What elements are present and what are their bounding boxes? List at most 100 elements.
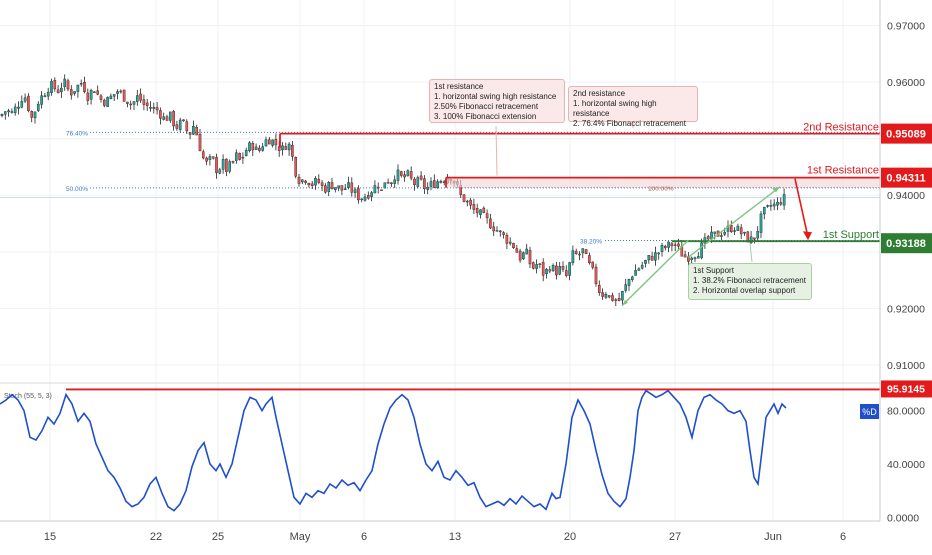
- candle-body: [723, 232, 726, 235]
- candle-body: [168, 111, 172, 121]
- candle-body: [310, 183, 314, 186]
- candle-body: [683, 254, 687, 258]
- candle-body: [541, 262, 545, 276]
- candle-body: [132, 101, 136, 105]
- candle-body: [287, 143, 291, 151]
- candle-body: [733, 230, 736, 232]
- candle-body: [598, 285, 601, 293]
- note-connector: [749, 243, 753, 263]
- candle-body: [201, 151, 205, 159]
- candle-body: [469, 199, 472, 206]
- candle-body: [3, 111, 7, 115]
- candle-body: [20, 101, 24, 108]
- candle-body: [228, 161, 232, 172]
- candle-body: [76, 84, 80, 92]
- candle-body: [482, 207, 486, 214]
- candle-body: [251, 143, 255, 151]
- candle-body: [393, 179, 397, 184]
- candle-body: [363, 196, 367, 201]
- candle-body: [475, 208, 479, 214]
- candle-body: [525, 248, 528, 255]
- stoch-level-tag: 95.9145: [887, 383, 925, 395]
- candle-body: [152, 107, 156, 109]
- candle-body: [112, 94, 116, 97]
- candle-body: [188, 132, 192, 135]
- osc-tick-label: 0.0000: [887, 512, 919, 524]
- note-line: 2. 76.4% Fibonacci retracement: [573, 119, 686, 128]
- candle-body: [433, 180, 436, 188]
- candle-body: [149, 106, 152, 109]
- time-tick-label: Jun: [764, 531, 782, 543]
- candle-body: [782, 194, 786, 206]
- candle-body: [126, 101, 129, 104]
- candle-body: [129, 103, 133, 106]
- candle-body: [261, 146, 265, 151]
- candle-body: [340, 185, 344, 191]
- note-title: 1st Support: [693, 266, 734, 275]
- candle-body: [403, 174, 406, 178]
- candle-body: [713, 231, 717, 234]
- stoch-d-tag-bg: [860, 404, 879, 419]
- candle-body: [122, 89, 126, 102]
- candle-body: [390, 182, 393, 184]
- candle-body: [753, 237, 756, 240]
- candle-body: [116, 91, 119, 94]
- candle-body: [756, 230, 759, 239]
- osc-tick-label: 40.0000: [887, 459, 925, 471]
- candle-body: [640, 264, 644, 269]
- candle-body: [561, 266, 565, 270]
- candle-body: [429, 181, 433, 187]
- candle-body: [307, 183, 311, 186]
- candle-body: [386, 182, 390, 184]
- candle-body: [383, 182, 387, 189]
- candle-body: [614, 299, 618, 301]
- candle-body: [690, 257, 693, 261]
- candle-body: [413, 178, 416, 186]
- candle-body: [634, 270, 637, 276]
- candle-body: [248, 142, 251, 152]
- first-resistance-label: 1st Resistance: [807, 165, 879, 177]
- candle-body: [495, 230, 499, 232]
- candle-body: [291, 145, 294, 157]
- candle-body: [99, 95, 103, 100]
- candle-body: [376, 186, 380, 189]
- candle-body: [772, 203, 776, 207]
- candle-body: [159, 110, 162, 119]
- stochastic-panel: Stoch (55, 5, 3): [0, 388, 880, 512]
- candle-body: [528, 250, 532, 265]
- candle-body: [584, 249, 588, 255]
- candle-body: [492, 226, 496, 232]
- candle-body: [736, 225, 740, 231]
- indicator-label: Stoch (55, 5, 3): [4, 393, 52, 400]
- candle-body: [63, 78, 66, 88]
- candle-body: [637, 268, 641, 271]
- candle-body: [347, 182, 350, 188]
- candle-body: [515, 248, 519, 253]
- candle-body: [33, 111, 37, 119]
- candle-body: [145, 102, 149, 106]
- candle-body: [650, 255, 654, 261]
- candle-body: [50, 81, 53, 93]
- candle-body: [198, 134, 202, 152]
- candle-body: [13, 106, 17, 113]
- candle-body: [301, 179, 304, 183]
- candle-body: [60, 87, 63, 93]
- candle-body: [274, 139, 278, 146]
- fibonacci-levels: 76.40% 50.00% 38.20% 100.00%: [0, 130, 880, 246]
- candle-body: [73, 91, 76, 94]
- candle-body: [462, 194, 466, 202]
- candle-body: [763, 206, 766, 215]
- second-resistance-price-tag: 0.95089: [886, 129, 926, 141]
- candle-body: [43, 95, 47, 98]
- price-tick-label: 0.97000: [887, 20, 925, 32]
- candle-body: [578, 253, 581, 256]
- candle-body: [512, 243, 515, 249]
- candle-body: [195, 126, 199, 136]
- time-tick-label: 15: [44, 531, 56, 543]
- candle-body: [776, 201, 779, 206]
- candle-body: [66, 80, 70, 90]
- candle-body: [548, 269, 552, 272]
- note-line: 1. horizontal swing high resistance: [573, 99, 657, 118]
- candle-body: [211, 156, 215, 159]
